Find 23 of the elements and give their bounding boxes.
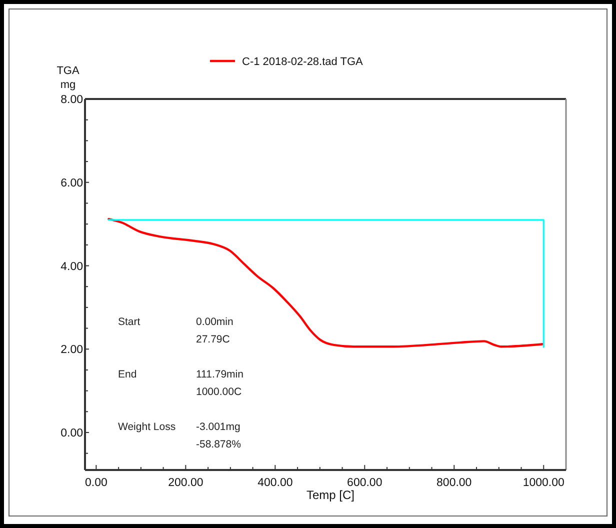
x-axis-title: Temp [C] (306, 488, 355, 502)
annotation: End (118, 368, 137, 380)
y-tick-label: 4.00 (60, 260, 83, 273)
y-tick-label: 6.00 (60, 177, 83, 190)
annotation: Start (118, 316, 140, 328)
annotation: 0.00min (196, 316, 234, 328)
y-tick-label: 8.00 (60, 94, 83, 106)
x-tick-label: 800.00 (436, 477, 472, 489)
annotation: 111.79min (196, 368, 244, 380)
x-tick-label: 1000.00 (522, 477, 564, 489)
legend-label: C-1 2018-02-28.tad TGA (242, 56, 364, 68)
x-tick-label: 400.00 (258, 477, 293, 489)
annotation: -58.878% (196, 438, 241, 450)
x-tick-label: 0.00 (84, 477, 108, 489)
x-tick-label: 600.00 (347, 477, 382, 489)
annotation: 27.79C (196, 334, 230, 346)
y-axis-title: TGA mg (56, 65, 80, 91)
annotation: Weight Loss (118, 421, 176, 433)
annotation: 1000.00C (196, 386, 242, 398)
y-tick-label: 0.00 (60, 428, 83, 440)
annotation: -3.001mg (196, 421, 241, 433)
y-tick-label: 2.00 (60, 344, 83, 356)
x-tick-label: 200.00 (168, 477, 204, 489)
